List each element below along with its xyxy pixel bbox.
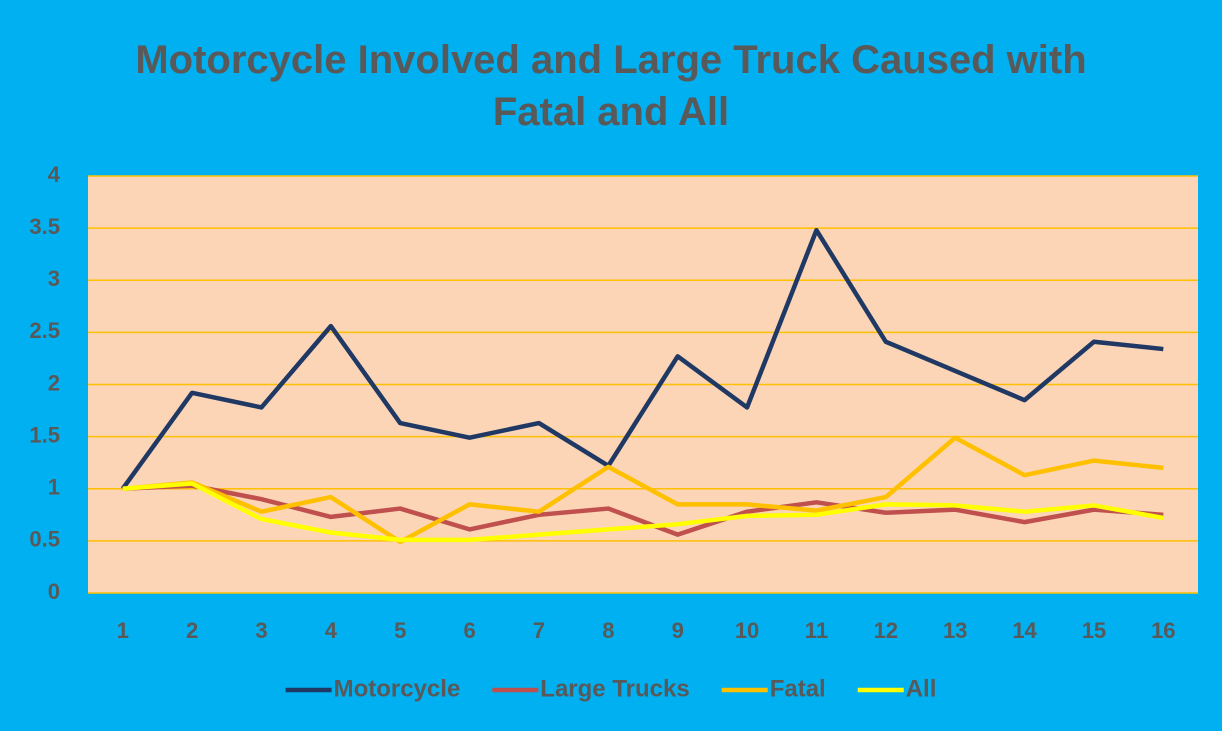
series-line — [120, 227, 1164, 491]
x-tick-label: 14 — [1012, 618, 1037, 643]
x-tick-label: 6 — [463, 618, 475, 643]
x-tick-label: 2 — [186, 618, 198, 643]
x-tick-label: 12 — [874, 618, 898, 643]
legend-label: Motorcycle — [334, 675, 461, 702]
y-tick-label: 3.5 — [29, 214, 60, 239]
x-tick-label: 11 — [805, 618, 828, 643]
x-tick-label: 7 — [533, 618, 545, 643]
series-line — [122, 483, 1164, 537]
y-tick-label: 1.5 — [29, 422, 60, 447]
y-tick-label: 1 — [48, 475, 60, 500]
x-tick-label: 9 — [672, 618, 684, 643]
x-tick-label: 1 — [117, 618, 129, 643]
y-tick-label: 2 — [48, 370, 60, 395]
y-tick-label: 2.5 — [29, 318, 60, 343]
y-tick-label: 0.5 — [29, 527, 60, 552]
x-tick-label: 13 — [943, 618, 967, 643]
y-tick-label: 0 — [48, 579, 60, 604]
chart-title: Motorcycle Involved and Large Truck Caus… — [135, 38, 1087, 134]
legend-label: All — [906, 675, 937, 702]
x-tick-label: 16 — [1151, 618, 1175, 643]
x-tick-label: 10 — [735, 618, 759, 643]
legend-label: Fatal — [770, 675, 826, 702]
x-tick-label: 4 — [325, 618, 338, 643]
x-tick-label: 15 — [1082, 618, 1106, 643]
y-tick-label: 3 — [48, 266, 60, 291]
series-line — [122, 481, 1164, 543]
x-tick-label: 3 — [255, 618, 267, 643]
x-tick-label: 5 — [394, 618, 406, 643]
series-line — [122, 435, 1164, 545]
x-tick-label: 8 — [602, 618, 614, 643]
y-tick-label: 4 — [48, 162, 61, 187]
legend-label: Large Trucks — [540, 675, 689, 702]
